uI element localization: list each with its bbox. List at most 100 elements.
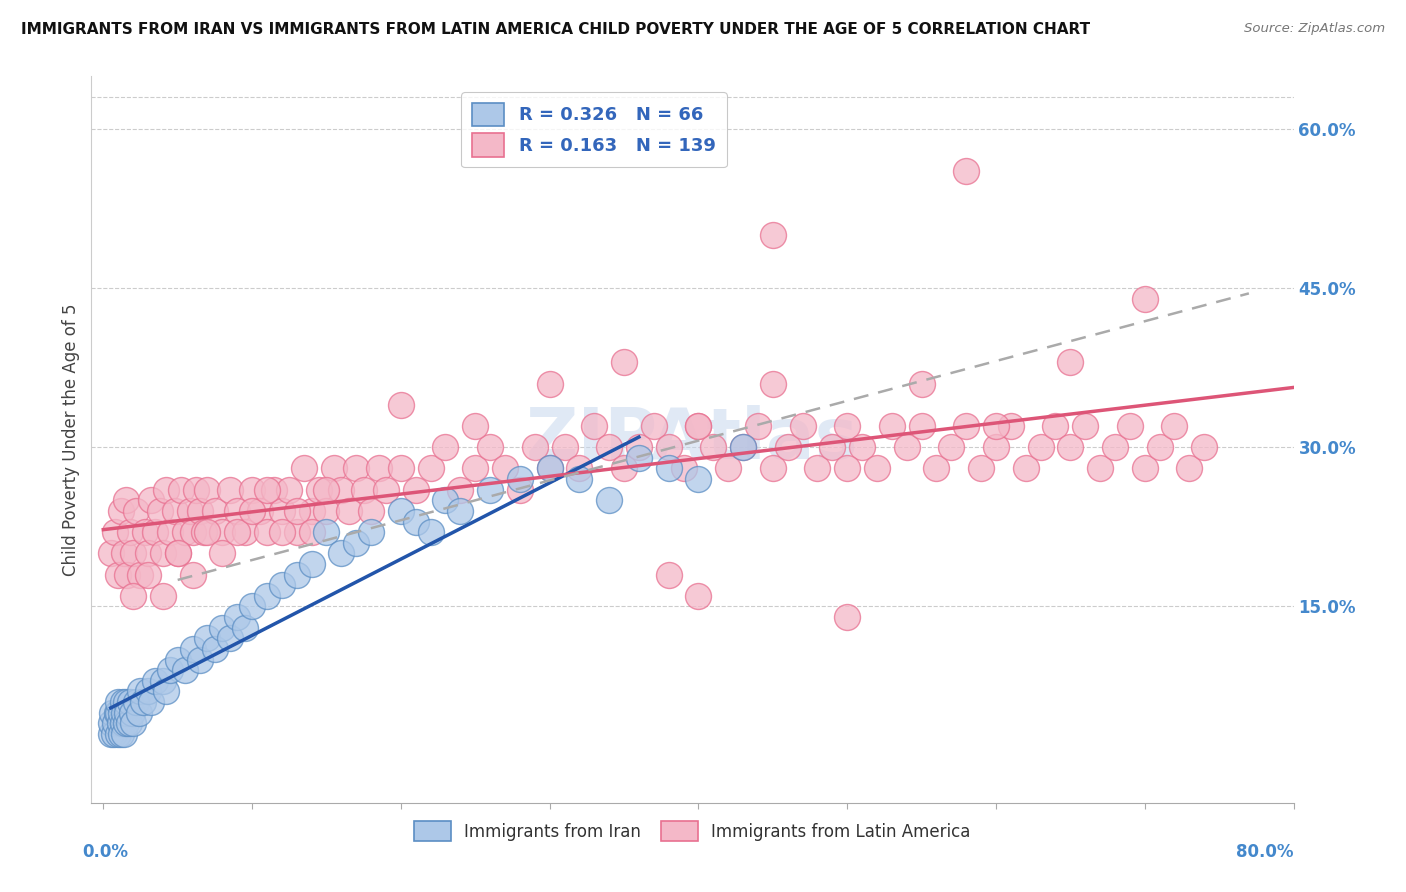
Point — [688, 589, 710, 603]
Point — [792, 419, 814, 434]
Point — [658, 440, 681, 454]
Point — [117, 716, 139, 731]
Point — [110, 504, 132, 518]
Point — [110, 727, 132, 741]
Point — [256, 483, 278, 497]
Point — [1000, 419, 1022, 434]
Point — [101, 706, 124, 720]
Point — [1119, 419, 1142, 434]
Point — [218, 483, 240, 497]
Point — [159, 663, 181, 677]
Point — [136, 567, 159, 582]
Text: Source: ZipAtlas.com: Source: ZipAtlas.com — [1244, 22, 1385, 36]
Point — [114, 716, 136, 731]
Point — [464, 419, 486, 434]
Point — [108, 716, 131, 731]
Point — [181, 641, 204, 656]
Point — [155, 684, 177, 698]
Point — [100, 546, 122, 560]
Point — [925, 461, 948, 475]
Point — [538, 376, 561, 391]
Point — [688, 472, 710, 486]
Point — [256, 589, 278, 603]
Point — [114, 695, 136, 709]
Point — [837, 419, 859, 434]
Point — [509, 472, 531, 486]
Point — [553, 440, 575, 454]
Point — [174, 525, 197, 540]
Point — [166, 546, 188, 560]
Point — [568, 472, 591, 486]
Point — [197, 483, 219, 497]
Point — [174, 663, 197, 677]
Point — [270, 504, 292, 518]
Point — [1074, 419, 1097, 434]
Point — [107, 706, 129, 720]
Point — [139, 493, 162, 508]
Point — [240, 483, 263, 497]
Point — [1015, 461, 1038, 475]
Point — [910, 419, 932, 434]
Text: 0.0%: 0.0% — [82, 843, 128, 861]
Point — [301, 525, 323, 540]
Point — [984, 440, 1007, 454]
Point — [955, 164, 977, 178]
Point — [107, 567, 129, 582]
Point — [717, 461, 740, 475]
Point — [233, 525, 256, 540]
Point — [389, 504, 412, 518]
Point — [449, 483, 471, 497]
Point — [285, 504, 308, 518]
Point — [806, 461, 828, 475]
Point — [866, 461, 889, 475]
Point — [145, 525, 167, 540]
Point — [344, 461, 367, 475]
Point — [434, 493, 457, 508]
Point — [211, 525, 233, 540]
Point — [762, 376, 785, 391]
Point — [658, 461, 681, 475]
Point — [308, 483, 330, 497]
Point — [134, 525, 156, 540]
Point — [910, 376, 932, 391]
Point — [240, 504, 263, 518]
Point — [367, 461, 389, 475]
Point — [1149, 440, 1171, 454]
Y-axis label: Child Poverty Under the Age of 5: Child Poverty Under the Age of 5 — [62, 303, 80, 575]
Point — [181, 567, 204, 582]
Point — [197, 525, 219, 540]
Point — [129, 567, 152, 582]
Point — [344, 536, 367, 550]
Point — [598, 493, 620, 508]
Point — [114, 493, 136, 508]
Point — [218, 632, 240, 646]
Point — [479, 483, 502, 497]
Point — [375, 483, 398, 497]
Point — [1029, 440, 1052, 454]
Point — [627, 440, 650, 454]
Point — [672, 461, 695, 475]
Point — [115, 567, 138, 582]
Point — [941, 440, 963, 454]
Point — [1045, 419, 1067, 434]
Point — [149, 504, 172, 518]
Point — [315, 504, 337, 518]
Point — [197, 632, 219, 646]
Point — [211, 621, 233, 635]
Point — [568, 461, 591, 475]
Point — [1178, 461, 1201, 475]
Point — [270, 578, 292, 592]
Point — [120, 695, 142, 709]
Point — [337, 504, 360, 518]
Point — [105, 706, 128, 720]
Point — [204, 504, 226, 518]
Point — [249, 504, 271, 518]
Point — [104, 525, 127, 540]
Point — [152, 589, 174, 603]
Point — [613, 355, 636, 369]
Point — [120, 525, 142, 540]
Point — [613, 461, 636, 475]
Point — [464, 461, 486, 475]
Point — [169, 483, 191, 497]
Point — [1133, 461, 1156, 475]
